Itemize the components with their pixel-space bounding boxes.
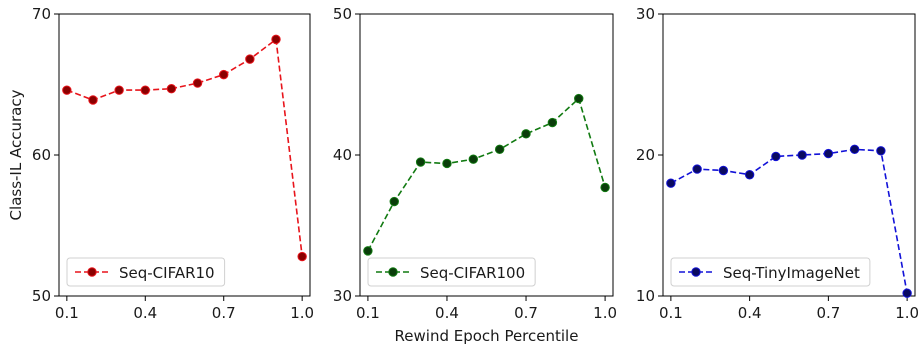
plot-frame bbox=[359, 13, 614, 297]
y-axis-label: Class-IL Accuracy bbox=[7, 89, 25, 220]
data-point bbox=[574, 93, 584, 104]
data-point bbox=[166, 84, 177, 94]
series-line bbox=[66, 37, 303, 257]
data-point bbox=[415, 157, 426, 167]
data-point bbox=[718, 165, 729, 176]
y-tick-label: 10 bbox=[636, 287, 655, 305]
y-tick-label: 30 bbox=[636, 5, 655, 23]
y-tick-label: 30 bbox=[333, 287, 352, 305]
data-point bbox=[363, 246, 373, 256]
series-line bbox=[367, 97, 606, 252]
x-tick-label: 1.0 bbox=[593, 304, 617, 322]
data-point bbox=[744, 170, 755, 180]
data-point bbox=[771, 151, 781, 162]
legend-marker-swatch bbox=[388, 267, 398, 277]
legend-label: Seq-CIFAR100 bbox=[420, 264, 525, 282]
x-axis-label: Rewind Epoch Percentile bbox=[395, 327, 579, 345]
data-point bbox=[666, 178, 676, 188]
y-tick-label: 60 bbox=[32, 146, 51, 164]
x-tick-label: 1.0 bbox=[290, 304, 314, 322]
x-tick-label: 0.4 bbox=[738, 304, 762, 322]
data-point bbox=[389, 196, 399, 207]
y-tick-label: 70 bbox=[32, 5, 51, 23]
legend-label: Seq-TinyImageNet bbox=[723, 264, 860, 282]
legend-box bbox=[66, 257, 226, 287]
legend: Seq-CIFAR100 bbox=[367, 257, 536, 287]
data-point bbox=[600, 182, 610, 193]
legend-box bbox=[367, 257, 536, 287]
legend: Seq-CIFAR10 bbox=[66, 257, 226, 287]
data-point bbox=[245, 54, 255, 64]
y-tick-label: 40 bbox=[333, 146, 352, 164]
x-tick-label: 0.1 bbox=[55, 304, 79, 322]
data-point bbox=[902, 288, 912, 298]
x-tick-label: 0.7 bbox=[514, 304, 538, 322]
plot-frame bbox=[58, 13, 311, 297]
x-tick-label: 0.7 bbox=[816, 304, 840, 322]
data-point bbox=[521, 129, 531, 139]
data-point bbox=[849, 144, 860, 155]
legend-box bbox=[670, 257, 871, 287]
data-point bbox=[271, 34, 281, 45]
data-point bbox=[494, 144, 505, 155]
legend-marker-swatch bbox=[87, 267, 97, 277]
data-point bbox=[442, 158, 452, 169]
x-tick-label: 0.4 bbox=[133, 304, 157, 322]
data-point bbox=[114, 85, 124, 95]
data-point bbox=[62, 85, 72, 95]
x-tick-label: 0.7 bbox=[212, 304, 236, 322]
data-point bbox=[219, 69, 229, 80]
x-tick-label: 1.0 bbox=[895, 304, 918, 322]
legend-label: Seq-CIFAR10 bbox=[119, 264, 215, 282]
data-point bbox=[547, 117, 558, 128]
x-tick-label: 0.1 bbox=[356, 304, 380, 322]
data-point bbox=[692, 164, 702, 174]
y-tick-label: 50 bbox=[333, 5, 352, 23]
series-line bbox=[670, 148, 908, 294]
x-tick-label: 0.1 bbox=[659, 304, 683, 322]
data-point bbox=[140, 85, 150, 95]
x-tick-label: 0.4 bbox=[435, 304, 459, 322]
data-point bbox=[876, 146, 886, 156]
data-point bbox=[88, 95, 98, 105]
data-point bbox=[797, 150, 807, 160]
chart-panel-1: 0.1 0.4 0.7 1.0 50 60 70 Class-IL Accuracy Seq-C… bbox=[7, 5, 314, 322]
chart-panel-3: 0.1 0.4 0.7 1.0 10 20 30 Seq-TinyImageNet bbox=[636, 5, 918, 322]
data-point bbox=[823, 148, 834, 159]
legend: Seq-TinyImageNet bbox=[670, 257, 871, 287]
data-point bbox=[468, 154, 479, 164]
chart-panel-2: 0.1 0.4 0.7 1.0 30 40 50 Rewind Epoch Percentil… bbox=[333, 5, 617, 345]
data-point bbox=[192, 78, 203, 88]
legend-marker-swatch bbox=[691, 267, 701, 277]
data-point bbox=[297, 251, 307, 262]
y-tick-label: 20 bbox=[636, 146, 655, 164]
y-tick-label: 50 bbox=[32, 287, 51, 305]
